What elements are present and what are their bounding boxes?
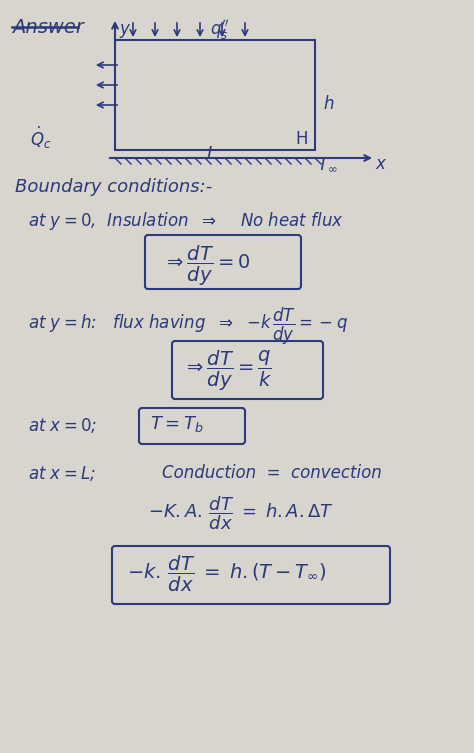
Text: at $y=0$,  Insulation  $\Rightarrow$    No heat flux: at $y=0$, Insulation $\Rightarrow$ No he… bbox=[28, 210, 344, 232]
Text: Answer: Answer bbox=[12, 18, 84, 37]
Text: $-k.\,\dfrac{dT}{dx} \;=\; h.(T - T_\infty)$: $-k.\,\dfrac{dT}{dx} \;=\; h.(T - T_\inf… bbox=[127, 554, 327, 594]
Text: x: x bbox=[375, 155, 385, 173]
Text: $\Rightarrow \dfrac{dT}{dy} = \dfrac{q}{k}$: $\Rightarrow \dfrac{dT}{dy} = \dfrac{q}{… bbox=[183, 349, 273, 393]
Text: Boundary conditions:-: Boundary conditions:- bbox=[15, 178, 212, 196]
Text: $T_\infty$: $T_\infty$ bbox=[317, 155, 337, 173]
Text: Conduction  =  convection: Conduction = convection bbox=[162, 464, 382, 482]
Text: $\dot{Q}_c$: $\dot{Q}_c$ bbox=[30, 125, 52, 151]
Text: y: y bbox=[119, 20, 129, 38]
Text: $-K.A.\,\dfrac{dT}{dx} \;=\; h.A.\Delta T$: $-K.A.\,\dfrac{dT}{dx} \;=\; h.A.\Delta … bbox=[148, 494, 334, 532]
Text: $q_s''$: $q_s''$ bbox=[210, 18, 229, 42]
Text: at $x=L$;: at $x=L$; bbox=[28, 464, 96, 483]
Text: L: L bbox=[207, 145, 217, 163]
Text: h: h bbox=[323, 95, 334, 113]
Text: H: H bbox=[295, 130, 308, 148]
Text: $T = T_b$: $T = T_b$ bbox=[150, 414, 203, 434]
Text: at $x=0$;: at $x=0$; bbox=[28, 416, 97, 435]
Text: $\Rightarrow \dfrac{dT}{dy} = 0$: $\Rightarrow \dfrac{dT}{dy} = 0$ bbox=[163, 244, 251, 288]
Bar bbox=[115, 40, 315, 150]
Text: at $y=h$:   flux having  $\Rightarrow$  $-k\,\dfrac{dT}{dy} = -q$: at $y=h$: flux having $\Rightarrow$ $-k\… bbox=[28, 306, 348, 347]
